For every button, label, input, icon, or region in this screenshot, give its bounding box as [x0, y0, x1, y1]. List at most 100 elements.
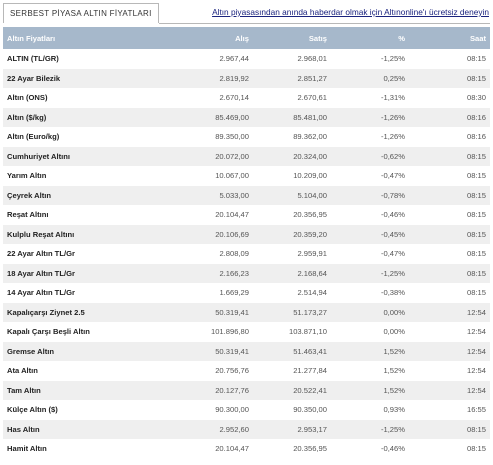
- cell: 12:54: [409, 380, 490, 401]
- cell: 12:54: [409, 302, 490, 323]
- column-header: Altın Fiyatları: [3, 27, 163, 49]
- item-name: Yarım Altın: [3, 166, 163, 186]
- table-row: Reşat Altını 20.104,47 20.356,95 -0,46% 08:1…: [3, 205, 490, 225]
- cell: 08:15: [409, 263, 490, 284]
- cell: 2.959,91: [253, 244, 331, 264]
- cell: 08:15: [409, 205, 490, 225]
- cell: 08:15: [409, 68, 490, 89]
- item-name: Gremse Altın: [3, 341, 163, 362]
- cell: 1.669,29: [163, 283, 253, 303]
- cell: -1,25%: [331, 263, 409, 284]
- table-row: Kulplu Reşat Altını 20.106,69 20.359,20 -0,…: [3, 224, 490, 245]
- column-header: Alış: [163, 27, 253, 49]
- cell: 5.104,00: [253, 185, 331, 206]
- cell: 2.166,23: [163, 263, 253, 284]
- cell: 20.072,00: [163, 146, 253, 167]
- cell: 08:15: [409, 166, 490, 186]
- cell: 2.967,44: [163, 49, 253, 69]
- cell: 12:54: [409, 322, 490, 342]
- cell: 2.670,61: [253, 88, 331, 108]
- cell: 20.104,47: [163, 205, 253, 225]
- table-row: Has Altın 2.952,60 2.953,17 -1,25% 08:15: [3, 419, 490, 440]
- column-header: Satış: [253, 27, 331, 49]
- cell: 20.359,20: [253, 224, 331, 245]
- table-row: 14 Ayar Altın TL/Gr 1.669,29 2.514,94 -0,38…: [3, 283, 490, 303]
- cell: 85.469,00: [163, 107, 253, 128]
- table-row: Kapalıçarşı Ziynet 2.5 50.319,41 51.173,27…: [3, 302, 490, 323]
- item-name: 14 Ayar Altın TL/Gr: [3, 283, 163, 303]
- cell: 5.033,00: [163, 185, 253, 206]
- cell: 20.756,76: [163, 361, 253, 381]
- tab[interactable]: SERBEST PİYASA ALTIN FİYATLARI: [3, 3, 159, 23]
- price-table: Altın Fiyatları Alış Satış% Saat ALTIN (TL/…: [3, 27, 490, 459]
- cell: 2.851,27: [253, 68, 331, 89]
- cell: 0,25%: [331, 68, 409, 89]
- cell: -0,47%: [331, 166, 409, 186]
- item-name: Hamit Altın: [3, 439, 163, 459]
- column-header: Saat: [409, 27, 490, 49]
- cell: 1,52%: [331, 361, 409, 381]
- cell: 50.319,41: [163, 341, 253, 362]
- table-row: Tam Altın 20.127,76 20.522,41 1,52% 12:54: [3, 380, 490, 401]
- cell: 12:54: [409, 341, 490, 362]
- cell: -0,47%: [331, 244, 409, 264]
- cell: 90.350,00: [253, 400, 331, 420]
- cell: 10.067,00: [163, 166, 253, 186]
- table-row: 22 Ayar Altın TL/Gr 2.808,09 2.959,91 -0,47…: [3, 244, 490, 264]
- cell: 08:15: [409, 49, 490, 69]
- table-row: 18 Ayar Altın TL/Gr 2.166,23 2.168,64 -1,25…: [3, 263, 490, 284]
- cell: 20.104,47: [163, 439, 253, 459]
- cell: 2.819,92: [163, 68, 253, 89]
- cell: 0,93%: [331, 400, 409, 420]
- table-row: Cumhuriyet Altını 20.072,00 20.324,00 -0,62…: [3, 146, 490, 167]
- cell: 08:30: [409, 88, 490, 108]
- cell: 08:15: [409, 185, 490, 206]
- cell: 50.319,41: [163, 302, 253, 323]
- cell: 20.127,76: [163, 380, 253, 401]
- cell: 0,00%: [331, 302, 409, 323]
- cell: 08:15: [409, 224, 490, 245]
- cell: 08:15: [409, 283, 490, 303]
- cell: 08:15: [409, 244, 490, 264]
- cell: 2.952,60: [163, 419, 253, 440]
- cell: 2.514,94: [253, 283, 331, 303]
- table-row: 22 Ayar Bilezik 2.819,92 2.851,27 0,25% 08:1…: [3, 68, 490, 89]
- cell: 21.277,84: [253, 361, 331, 381]
- item-name: Kapalıçarşı Ziynet 2.5: [3, 302, 163, 323]
- cell: -1,25%: [331, 49, 409, 69]
- column-header: %: [331, 27, 409, 49]
- item-name: Külçe Altın ($): [3, 400, 163, 420]
- cell: 08:15: [409, 146, 490, 167]
- item-name: Altın (ONS): [3, 88, 163, 108]
- cell: 1,52%: [331, 341, 409, 362]
- cell: 08:15: [409, 439, 490, 459]
- cell: 103.871,10: [253, 322, 331, 342]
- cell: -0,46%: [331, 205, 409, 225]
- item-name: Altın ($/kg): [3, 107, 163, 128]
- cell: 12:54: [409, 361, 490, 381]
- cell: 20.356,95: [253, 439, 331, 459]
- cell: 90.300,00: [163, 400, 253, 420]
- cell: 20.356,95: [253, 205, 331, 225]
- cell: 2.968,01: [253, 49, 331, 69]
- cell: 0,00%: [331, 322, 409, 342]
- cell: 2.670,14: [163, 88, 253, 108]
- table-body: ALTIN (TL/GR) 2.967,44 2.968,01 -1,25% 08:15…: [3, 49, 490, 459]
- table-row: Altın (ONS) 2.670,14 2.670,61 -1,31% 08:30: [3, 88, 490, 108]
- cell: -0,38%: [331, 283, 409, 303]
- item-name: ALTIN (TL/GR): [3, 49, 163, 69]
- cell: 08:15: [409, 419, 490, 440]
- cell: 2.168,64: [253, 263, 331, 284]
- cell: -0,62%: [331, 146, 409, 167]
- table-row: Külçe Altın ($) 90.300,00 90.350,00 0,93% 16…: [3, 400, 490, 420]
- cell: 101.896,80: [163, 322, 253, 342]
- cell: 2.808,09: [163, 244, 253, 264]
- cell: -0,78%: [331, 185, 409, 206]
- cell: 51.173,27: [253, 302, 331, 323]
- item-name: Kapalı Çarşı Beşli Altın: [3, 322, 163, 342]
- table-row: ALTIN (TL/GR) 2.967,44 2.968,01 -1,25% 08:15: [3, 49, 490, 69]
- cell: 51.463,41: [253, 341, 331, 362]
- cell: 20.522,41: [253, 380, 331, 401]
- promo-link[interactable]: Altın piyasasından anında haberdar olmak…: [212, 7, 489, 17]
